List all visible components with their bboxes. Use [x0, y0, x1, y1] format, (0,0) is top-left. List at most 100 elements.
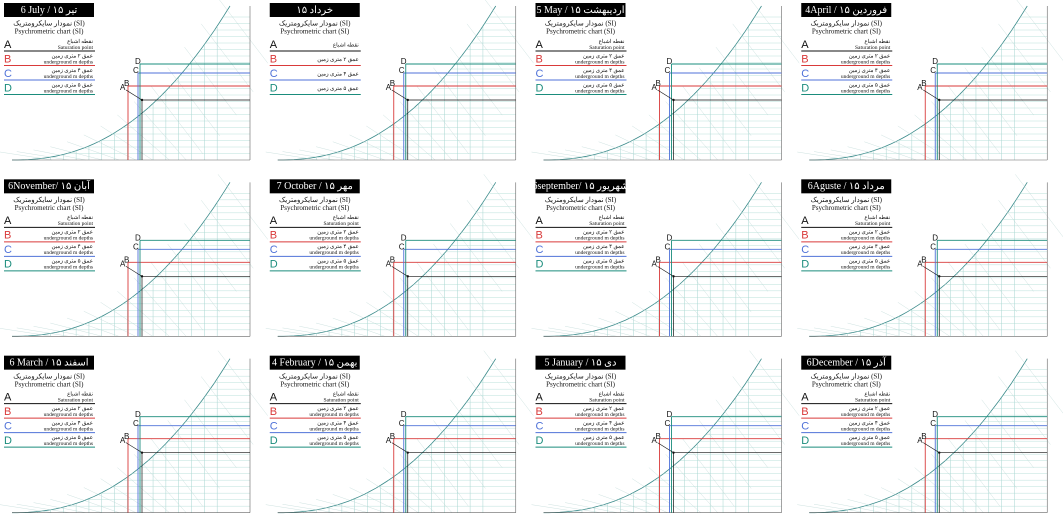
legend-label: نقطه اشباع	[333, 41, 359, 48]
subtitle: نمودار سایکرومتریک (SI)	[13, 196, 85, 204]
legend-letter: C	[801, 68, 809, 80]
enthalpy-line	[184, 400, 236, 468]
panel: ABCD۱۵ خردادنمودار سایکرومتریک (SI)Psych…	[266, 0, 536, 160]
panel: ABCD5 January / ۱۵ دینمودار سایکرومتریک …	[532, 351, 802, 513]
point-label: B	[124, 432, 129, 441]
legend-letter: B	[270, 406, 277, 418]
enthalpy-line	[699, 68, 751, 136]
enthalpy-line	[383, 291, 435, 336]
point-label: B	[656, 432, 661, 441]
enthalpy-line	[915, 291, 967, 336]
point-label: D	[667, 410, 673, 419]
legend-label: عمق ۴ متری زمین	[317, 71, 359, 77]
enthalpy-line	[151, 439, 203, 507]
legend-label: underground m depths	[309, 236, 358, 242]
point-a	[141, 275, 143, 277]
point-label: C	[930, 242, 936, 251]
legend-letter: B	[4, 406, 11, 418]
legend-label: نقطه اشباع	[333, 214, 359, 221]
enthalpy-line	[948, 439, 1000, 507]
legend-label: نقطه اشباع	[864, 38, 890, 45]
legend-label: underground m depths	[44, 59, 93, 65]
legend-letter: D	[270, 435, 278, 447]
point-label: D	[135, 57, 141, 66]
point-label: D	[932, 57, 938, 66]
legend-letter: D	[801, 259, 809, 271]
enthalpy-line	[948, 86, 1000, 154]
subtitle: Psychrometric chart (SI)	[812, 380, 881, 388]
subtitle: Psychrometric chart (SI)	[280, 28, 349, 36]
panel-title: 6 July / ۱۵ تیر	[21, 5, 78, 16]
legend-label: نقطه اشباع	[864, 390, 890, 397]
point-label: C	[399, 242, 405, 251]
panel-title: 6 March / ۱۵ اسفند	[9, 357, 88, 368]
legend-label: underground m depths	[44, 412, 93, 418]
panel-title: ۱۵ خرداد	[296, 5, 333, 16]
point-a	[938, 99, 940, 101]
panel: ABCD4April / ۱۵ فروردیننمودار سایکرومتری…	[797, 0, 1063, 160]
panel: ABCD7 October / ۱۵ مهرنمودار سایکرومتریک…	[266, 174, 536, 336]
legend-letter: C	[801, 244, 809, 256]
enthalpy-line	[632, 302, 684, 336]
legend-letter: A	[270, 392, 278, 404]
point-label: B	[390, 79, 395, 88]
legend-letter: A	[536, 392, 544, 404]
legend-letter: A	[270, 39, 278, 51]
enthalpy-line	[632, 479, 684, 513]
enthalpy-line	[982, 400, 1034, 468]
enthalpy-line	[716, 400, 768, 468]
legend-letter: B	[4, 53, 11, 65]
legend-letter: A	[801, 392, 809, 404]
enthalpy-line	[417, 86, 469, 154]
enthalpy-line	[1015, 351, 1063, 419]
enthalpy-line	[450, 47, 502, 115]
enthalpy-line	[168, 420, 220, 488]
enthalpy-line	[898, 302, 950, 336]
point-label: D	[667, 233, 673, 242]
panel: ABCD6 March / ۱۵ اسفندنمودار سایکرومتریک…	[0, 351, 270, 513]
subtitle: Psychrometric chart (SI)	[15, 28, 84, 36]
legend-label: underground m depths	[841, 265, 890, 271]
legend-label: underground m depths	[44, 88, 93, 94]
legend-label: underground m depths	[575, 236, 624, 242]
point-label: B	[921, 79, 926, 88]
figure: ABCD6 July / ۱۵ تیرنمودار سایکرومتریک (S…	[0, 0, 1063, 529]
subtitle: Psychrometric chart (SI)	[812, 204, 881, 212]
enthalpy-line	[450, 400, 502, 468]
legend-letter: D	[4, 259, 12, 271]
legend-letter: D	[270, 82, 278, 94]
legend-label: Saturation point	[58, 221, 94, 227]
subtitle: نمودار سایکرومتریک (SI)	[545, 20, 617, 28]
legend-label: Saturation point	[589, 397, 625, 403]
panel-title: 6December / ۱۵ آذر	[807, 355, 887, 368]
subtitle: Psychrometric chart (SI)	[15, 204, 84, 212]
panel-title: 4April / ۱۵ فروردین	[805, 5, 887, 16]
point-label: D	[932, 410, 938, 419]
subtitle: نمودار سایکرومتریک (SI)	[279, 196, 351, 204]
legend-label: Saturation point	[855, 397, 891, 403]
subtitle: Psychrometric chart (SI)	[812, 28, 881, 36]
legend-label: Saturation point	[323, 221, 359, 227]
legend-label: عمق ۵ متری زمین	[317, 86, 359, 92]
legend-letter: C	[536, 421, 544, 433]
point-a	[141, 99, 143, 101]
legend-label: نقطه اشباع	[333, 390, 359, 397]
legend-label: underground m depths	[309, 250, 358, 256]
legend-label: Saturation point	[855, 45, 891, 51]
legend-letter: C	[4, 68, 12, 80]
legend-letter: A	[536, 215, 544, 227]
enthalpy-line	[948, 262, 1000, 330]
enthalpy-line	[982, 223, 1034, 291]
point-label: C	[665, 66, 671, 75]
legend-label: عمق ۲ متری زمین	[317, 57, 359, 63]
point-label: B	[124, 79, 129, 88]
legend-label: underground m depths	[309, 441, 358, 447]
legend-letter: C	[270, 421, 278, 433]
enthalpy-line	[965, 420, 1017, 488]
enthalpy-line	[965, 68, 1017, 136]
panel-title: 7 October / ۱۵ مهر	[277, 181, 353, 192]
legend-letter: D	[4, 82, 12, 94]
legend-label: Saturation point	[589, 45, 625, 51]
point-label: D	[401, 410, 407, 419]
enthalpy-line	[101, 479, 153, 513]
